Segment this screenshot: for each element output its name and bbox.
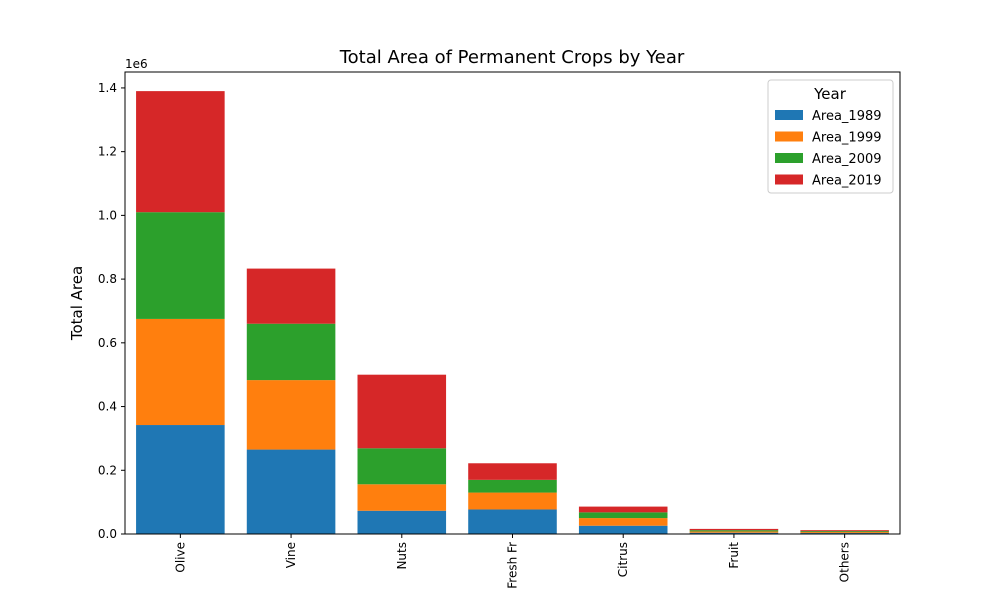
bar-area-1989-olive (136, 425, 225, 534)
bar-area-1999-olive (136, 318, 225, 426)
bar-area-2009-vine (246, 323, 336, 381)
bar-area-1999-citrus (578, 518, 668, 526)
y-offset-label: 1e6 (125, 57, 148, 71)
legend-label: Area_1989 (812, 109, 882, 124)
x-tick-label: Olive (173, 542, 187, 573)
bars-layer (136, 91, 889, 534)
y-tick-label: 1.2 (98, 145, 117, 159)
x-tick-label: Vine (284, 542, 298, 568)
legend-items: Area_1989 Area_1999 Area_2009 Area_2019 (775, 109, 882, 189)
bar-area-2019-others (800, 530, 889, 532)
bar-area-2019-fresh-fr (468, 463, 557, 480)
bar-area-1999-fresh-fr (468, 492, 557, 510)
bar-area-1999-others (800, 532, 889, 534)
x-tick-label: Nuts (395, 542, 409, 570)
x-tick-label: Fresh Fr (506, 542, 520, 589)
y-tick-label: 0.8 (98, 272, 117, 286)
x-tick-label: Citrus (616, 542, 630, 577)
bar-area-1999-fruit (689, 531, 779, 533)
bar-area-2009-nuts (357, 448, 447, 485)
x-ticks-layer: Olive Vine Nuts Fresh Fr Citrus Fruit Others (173, 534, 852, 589)
bar-area-2009-fresh-fr (468, 479, 557, 493)
bar-area-2009-citrus (578, 512, 668, 519)
bar-area-2019-fruit (689, 528, 779, 531)
legend-box (767, 79, 894, 194)
legend-swatch (775, 131, 803, 142)
y-ticks-layer: 0.0 0.2 0.4 0.6 0.8 1.0 1.2 1.4 (98, 81, 125, 541)
bar-area-2019-olive (136, 91, 225, 213)
bar-area-2009-others (800, 531, 889, 533)
y-tick-label: 0.6 (98, 336, 117, 350)
x-tick-label: Others (838, 542, 852, 582)
legend-swatch (775, 153, 803, 163)
y-tick-label: 0.2 (98, 463, 117, 477)
x-tick-label: Fruit (727, 542, 741, 569)
bar-area-1999-nuts (357, 484, 447, 511)
y-tick-label: 0.0 (98, 527, 117, 541)
legend-swatch (775, 110, 803, 120)
y-tick-label: 1.4 (98, 81, 117, 95)
chart-title: Total Area of Permanent Crops by Year (339, 47, 685, 68)
legend-label: Area_2009 (812, 152, 882, 167)
legend-title: Year (813, 85, 847, 103)
legend-swatch (775, 174, 803, 185)
y-axis-label: Total Area (68, 266, 86, 341)
legend-label: Area_1999 (812, 131, 882, 146)
bar-area-1989-citrus (578, 525, 668, 534)
y-tick-label: 0.4 (98, 400, 117, 414)
bar-area-2019-citrus (578, 506, 668, 513)
bar-area-1989-fruit (689, 532, 779, 534)
bar-area-1999-vine (246, 380, 336, 450)
bar-area-1989-nuts (357, 510, 447, 534)
plot-frame (124, 71, 901, 535)
legend: Year Area_1989 Area_1999 Area_2009 Area_201… (767, 79, 894, 194)
bar-area-1989-vine (246, 449, 336, 534)
legend-label: Area_2019 (812, 174, 882, 189)
bar-area-2019-nuts (357, 374, 447, 449)
bar-area-1989-fresh-fr (468, 509, 557, 534)
bar-area-2009-fruit (689, 530, 779, 532)
bar-area-2019-vine (246, 268, 336, 324)
y-tick-label: 1.0 (98, 208, 117, 222)
bar-area-2009-olive (136, 212, 225, 319)
